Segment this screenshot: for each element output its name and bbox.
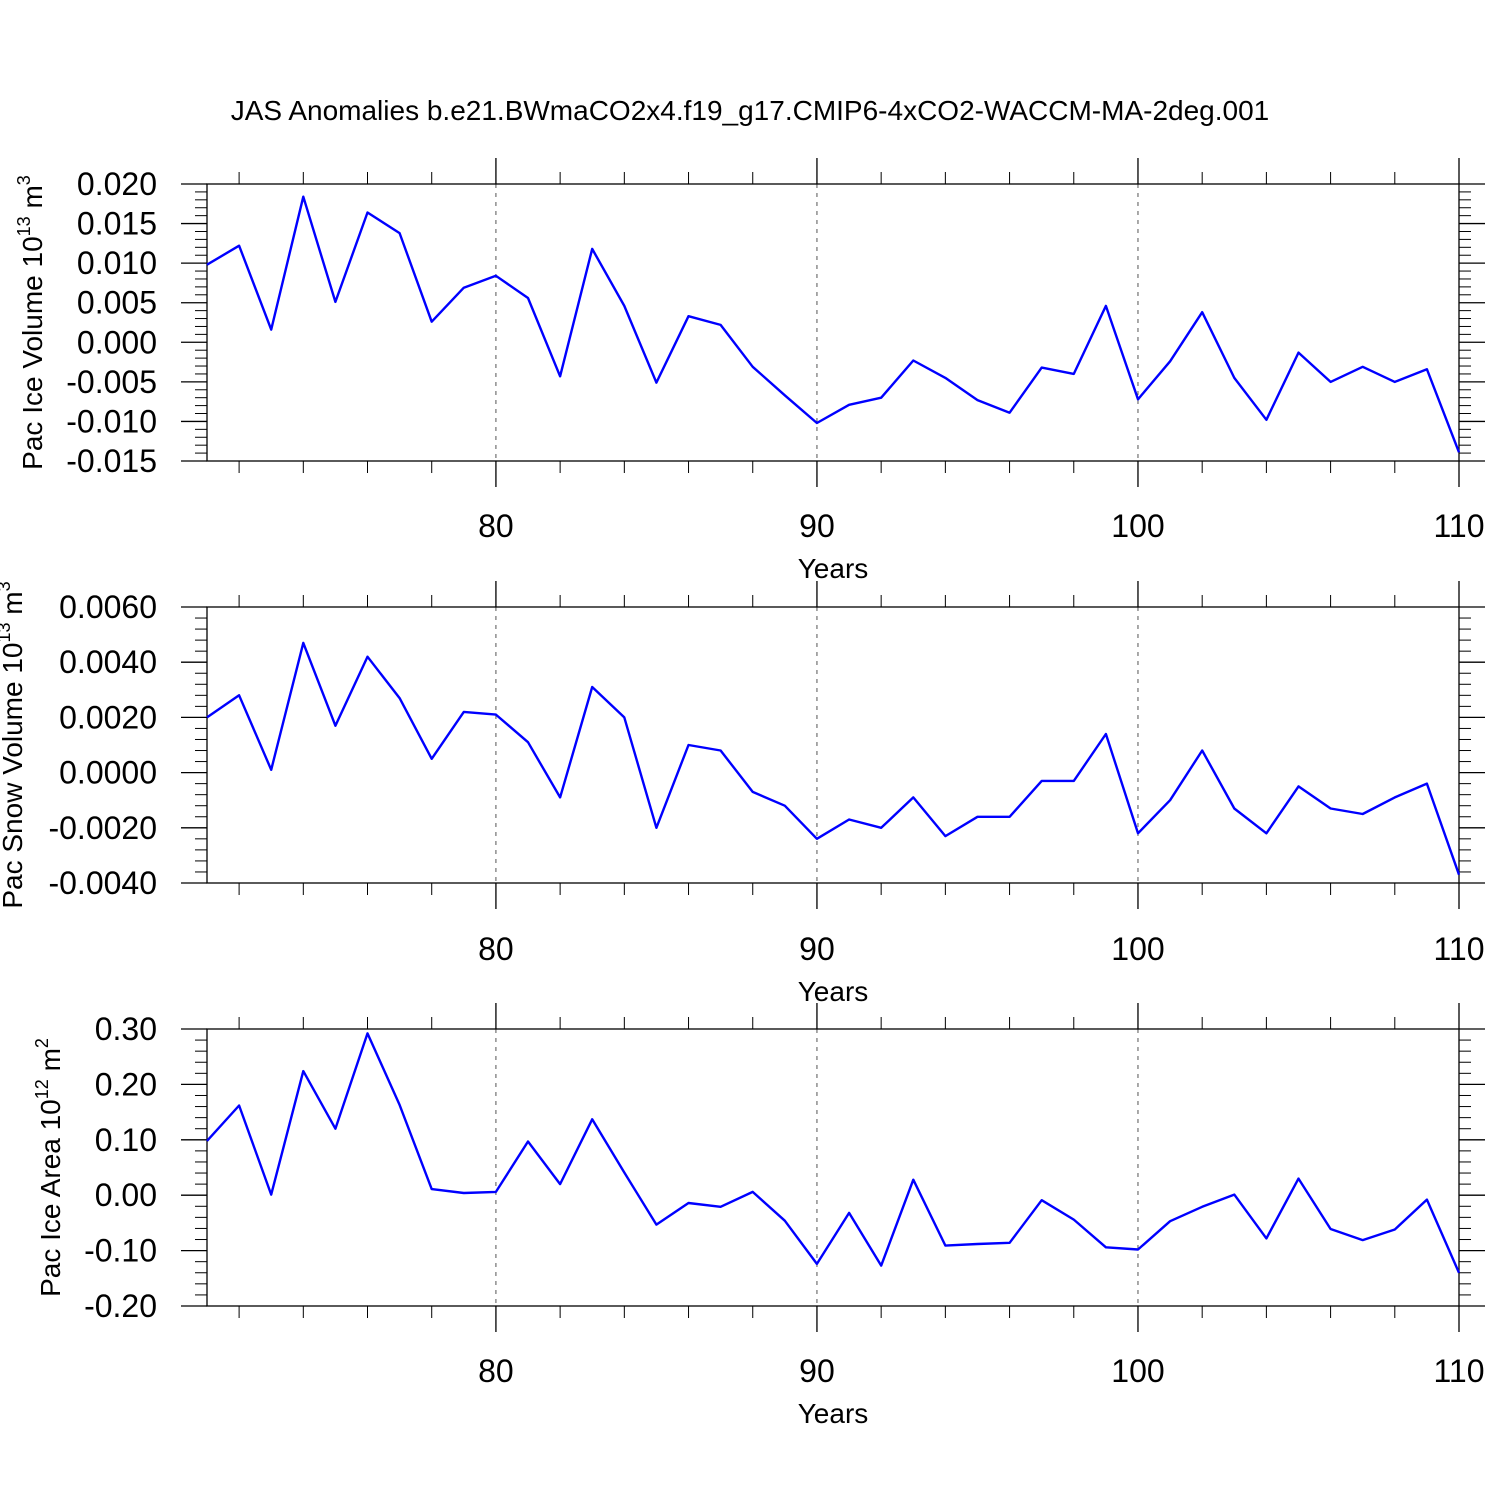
- y-axis-label: Pac Ice Volume 1013 m3: [14, 175, 48, 470]
- y-tick-label: -0.20: [84, 1288, 157, 1324]
- y-tick-label: 0.00: [95, 1177, 157, 1213]
- y-tick-label: 0.005: [77, 285, 157, 321]
- y-tick-label: 0.0040: [59, 644, 157, 680]
- chart-panel-3: 80 90 100 110 -0.20 -0.10 0.00 0.10 0.20 0.30 Year…: [32, 1003, 1485, 1429]
- y-axis-label: Pac Ice Area 1012 m2: [32, 1038, 66, 1297]
- x-axis-label: Years: [798, 976, 869, 1007]
- y-tick-label: 0.10: [95, 1122, 157, 1158]
- y-tick-label: 0.20: [95, 1066, 157, 1102]
- y-tick-label: 0.0060: [59, 589, 157, 625]
- x-tick-label: 100: [1111, 931, 1164, 967]
- y-tick-label: 0.30: [95, 1011, 157, 1047]
- y-label-main: Pac Snow Volume 10: [0, 642, 28, 908]
- y-label-unit: m: [35, 1048, 66, 1079]
- y-tick-label: 0.000: [77, 324, 157, 360]
- y-label-exponent: 13: [14, 216, 34, 236]
- x-tick-label: 90: [799, 508, 835, 544]
- y-label-main: Pac Ice Area 10: [35, 1099, 66, 1297]
- y-label-unit-exponent: 3: [0, 581, 14, 591]
- y-tick-label: -0.0040: [48, 865, 157, 901]
- y-tick-label: -0.005: [66, 364, 157, 400]
- y-label-unit-exponent: 2: [32, 1038, 52, 1048]
- x-tick-label: 80: [478, 508, 514, 544]
- series-line: [206, 641, 1461, 876]
- y-label-main: Pac Ice Volume 10: [17, 236, 48, 469]
- x-tick-label: 90: [799, 931, 835, 967]
- y-label-exponent: 13: [0, 622, 14, 642]
- y-tick-label: 0.020: [77, 166, 157, 202]
- plot-frame: [206, 183, 1460, 462]
- plot-frame: [206, 606, 1460, 884]
- x-tick-label: 100: [1111, 508, 1164, 544]
- y-tick-label: -0.0020: [48, 810, 157, 846]
- x-tick-label: 110: [1433, 931, 1484, 967]
- x-tick-label: 100: [1111, 1353, 1164, 1389]
- x-axis-label: Years: [798, 1398, 869, 1429]
- y-label-unit-exponent: 3: [14, 175, 34, 185]
- series-line: [206, 1032, 1461, 1274]
- x-tick-label: 90: [799, 1353, 835, 1389]
- plot-frame: [206, 1028, 1460, 1307]
- y-label-unit: m: [17, 185, 48, 216]
- x-tick-label: 110: [1433, 1353, 1484, 1389]
- y-tick-label: 0.0000: [59, 755, 157, 791]
- y-axis-label: Pac Snow Volume 1013 m3: [0, 581, 28, 908]
- y-tick-label: -0.015: [66, 443, 157, 479]
- y-label-unit: m: [0, 591, 28, 622]
- x-axis-label: Years: [798, 553, 869, 584]
- y-tick-label: 0.0020: [59, 699, 157, 735]
- figure-title: JAS Anomalies b.e21.BWmaCO2x4.f19_g17.CM…: [231, 95, 1270, 126]
- chart-panel-1: 80 90 100 110 -0.015 -0.010-0.005 0.0000.005 0.…: [14, 158, 1485, 584]
- y-tick-label: 0.015: [77, 206, 157, 242]
- x-tick-label: 110: [1433, 508, 1484, 544]
- y-label-exponent: 12: [32, 1079, 52, 1099]
- x-tick-label: 80: [478, 931, 514, 967]
- y-tick-label: 0.010: [77, 245, 157, 281]
- y-tick-label: -0.010: [66, 403, 157, 439]
- y-tick-label: -0.10: [84, 1233, 157, 1269]
- series-line: [206, 195, 1461, 453]
- x-tick-label: 80: [478, 1353, 514, 1389]
- chart-panel-2: 80 90 100 110 -0.0040 -0.0020 0.0000 0.0020 0.00…: [0, 581, 1485, 1007]
